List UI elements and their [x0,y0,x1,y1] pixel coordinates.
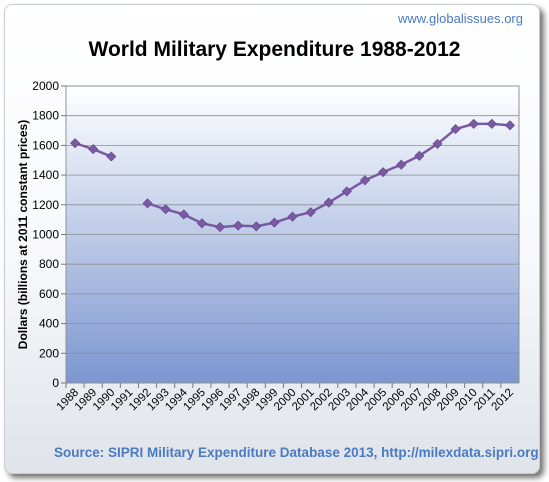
data-point-2004 [359,175,371,186]
data-point-2012 [504,120,515,131]
y-tick-label: 200 [39,346,59,360]
data-point-1992 [142,198,153,209]
gridlines [66,85,519,354]
data-point-1997 [233,220,244,231]
data-point-2003 [341,186,352,197]
series-group [70,118,515,233]
y-axis-ticks: 0 200 400 600 800 1000 1200 1400 1600 1800 2000 [32,79,66,390]
data-point-1993 [160,204,171,215]
y-tick-label: 1000 [32,228,59,242]
data-point-2002 [323,197,334,208]
y-tick-label: 2000 [32,79,59,93]
data-point-1994 [178,209,189,220]
data-point-2005 [378,167,389,178]
y-axis-label: Dollars (billions at 2011 constant price… [16,120,30,349]
data-point-1989 [88,144,99,155]
y-tick-label: 600 [39,287,59,301]
data-point-1990 [106,151,117,162]
data-point-1995 [196,218,207,229]
data-point-2009 [450,124,461,135]
data-point-2011 [486,118,497,129]
x-axis-ticks: 1988198919901991199219931994199519961997… [55,383,516,413]
chart-title: World Military Expenditure 1988-2012 [88,38,461,61]
data-point-1996 [214,222,226,233]
data-point-2007 [414,150,425,161]
site-watermark: www.globalissues.org [397,11,523,26]
y-tick-label: 800 [39,257,59,271]
y-tick-label: 0 [52,376,59,390]
source-citation: Source: SIPRI Military Expenditure Datab… [54,445,539,460]
data-point-1998 [251,221,262,232]
x-tick-label: 2012 [489,387,516,414]
data-point-2006 [396,159,407,170]
data-point-1999 [269,217,280,228]
y-tick-label: 1800 [32,109,59,123]
y-tick-label: 1200 [32,198,59,212]
data-point-1988 [70,138,81,149]
data-point-2008 [432,138,443,149]
data-point-2010 [468,118,479,129]
y-tick-label: 400 [39,317,59,331]
data-point-2000 [287,211,298,222]
y-tick-label: 1400 [32,168,59,182]
y-tick-label: 1600 [32,138,59,152]
data-point-2001 [305,207,316,218]
